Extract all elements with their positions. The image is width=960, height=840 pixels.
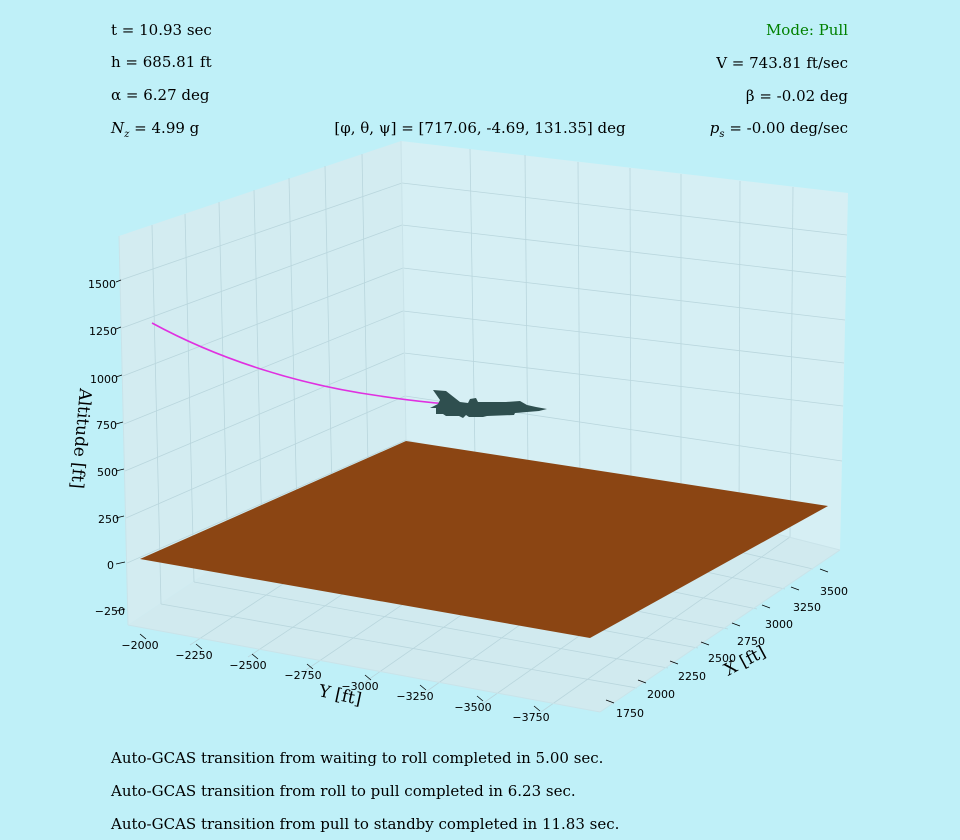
x-tick-0: 1750 (616, 707, 644, 720)
x-tick-2: 2250 (678, 670, 706, 683)
z-axis-tick-labels: −250 0 250 500 750 1000 1250 1500 (88, 278, 125, 618)
y-tick-6: −3500 (454, 701, 491, 714)
y-tick-4: −3000 (341, 680, 378, 693)
y-tick-2: −2500 (229, 659, 266, 672)
z-tick-0: −250 (95, 605, 125, 618)
z-axis-label: Altitude [ft] (66, 387, 95, 490)
z-tick-1: 0 (107, 559, 114, 572)
z-tick-4: 750 (96, 419, 117, 432)
euler-readout: [φ, θ, ψ] = [717.06, -4.69, 131.35] deg (334, 119, 626, 137)
message-line: Auto-GCAS transition from pull to standb… (111, 815, 620, 833)
x-tick-5: 3000 (765, 618, 793, 631)
nz-subscript: z (124, 129, 130, 140)
mode-readout: Mode: Pull (765, 21, 848, 39)
nz-symbol: N (111, 119, 125, 137)
x-tick-1: 2000 (647, 688, 675, 701)
z-tick-2: 250 (98, 513, 119, 526)
z-tick-3: 500 (97, 466, 118, 479)
x-axis-tick-labels: 1750 2000 2250 2500 2750 3000 3250 3500 (616, 585, 848, 720)
y-tick-7: −3750 (512, 711, 549, 724)
ps-value: = -0.00 deg/sec (724, 119, 848, 137)
ps-readout: ps = -0.00 deg/sec (710, 119, 848, 144)
z-tick-7: 1500 (88, 278, 116, 291)
ground-plane (140, 441, 828, 638)
ps-symbol: p (709, 119, 720, 137)
back-left-pane (119, 141, 406, 625)
time-readout: t = 10.93 sec (111, 21, 212, 39)
z-axis-ticks (115, 279, 126, 612)
z-tick-5: 1000 (90, 373, 118, 386)
y-axis-ticks (139, 633, 541, 712)
z-tick-6: 1250 (89, 325, 117, 338)
x-tick-3: 2500 (708, 652, 736, 665)
x-tick-4: 2750 (737, 635, 765, 648)
nz-readout: Nz = 4.99 g (111, 119, 199, 144)
y-tick-5: −3250 (396, 690, 433, 703)
alpha-readout: α = 6.27 deg (111, 86, 210, 104)
y-tick-0: −2000 (121, 639, 158, 652)
y-tick-3: −2750 (284, 669, 321, 682)
nz-value: = 4.99 g (129, 119, 200, 137)
x-axis-ticks (605, 568, 829, 704)
velocity-readout: V = 743.81 ft/sec (716, 54, 848, 72)
ps-subscript: s (719, 129, 725, 140)
y-tick-1: −2250 (175, 649, 212, 662)
x-tick-7: 3500 (820, 585, 848, 598)
altitude-readout: h = 685.81 ft (111, 53, 212, 71)
beta-readout: β = -0.02 deg (745, 87, 848, 105)
back-right-pane (401, 141, 848, 550)
y-axis-tick-labels: −2000 −2250 −2500 −2750 −3000 −3250 −350… (121, 639, 549, 724)
aircraft-icon (430, 390, 547, 418)
message-line: Auto-GCAS transition from waiting to rol… (111, 749, 604, 767)
x-tick-6: 3250 (793, 601, 821, 614)
grid-lines (120, 148, 848, 713)
message-line: Auto-GCAS transition from roll to pull c… (111, 782, 576, 800)
